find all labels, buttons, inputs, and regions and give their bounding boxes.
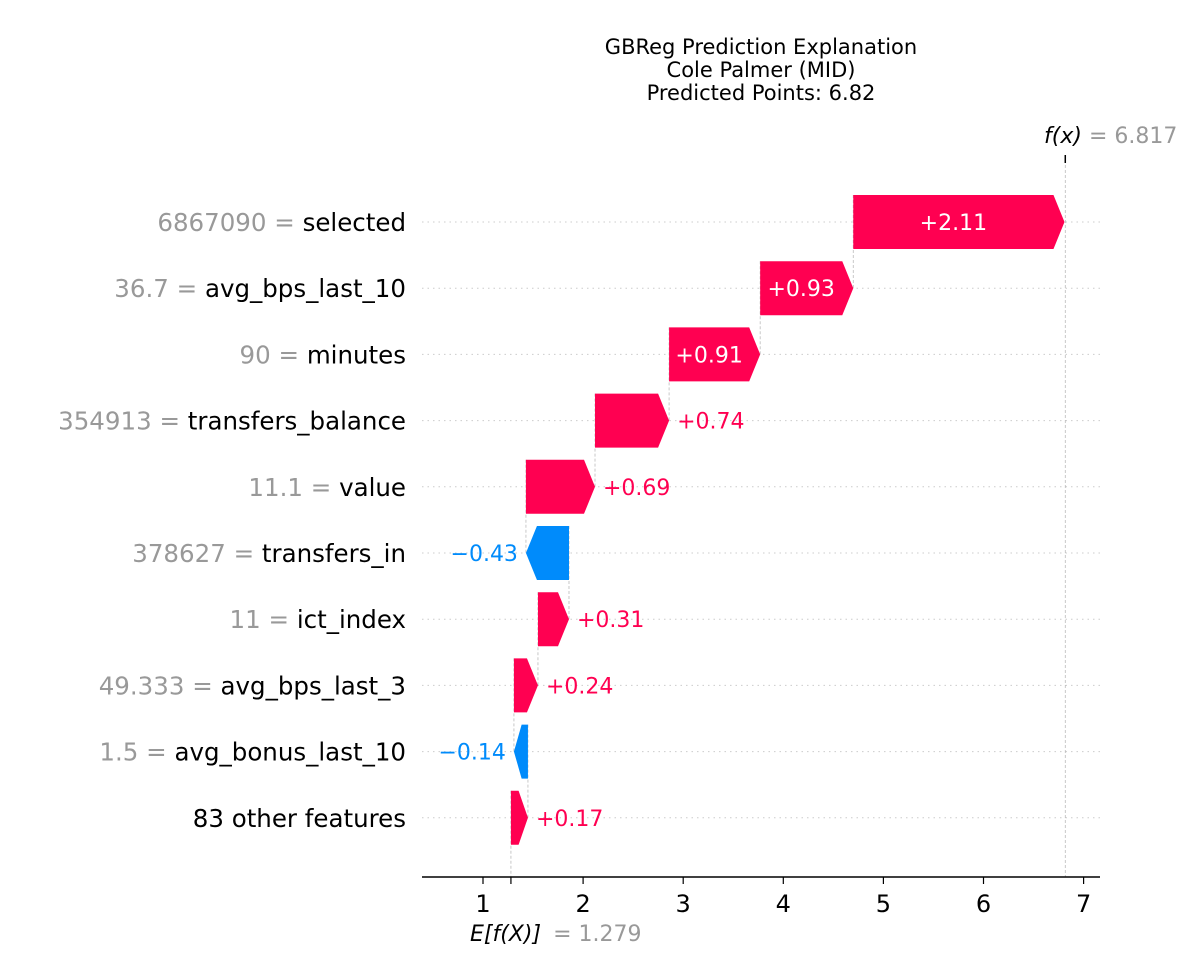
feature-label: 36.7 = avg_bps_last_10 (114, 274, 406, 303)
feature-name: value (339, 473, 406, 502)
feature-label: 11 = ict_index (230, 605, 406, 634)
feature-label: 354913 = transfers_balance (58, 407, 406, 436)
chart-title-line: GBReg Prediction Explanation (605, 35, 917, 59)
chart-title-line: Predicted Points: 6.82 (647, 81, 876, 105)
feature-name: avg_bonus_last_10 (174, 738, 406, 767)
output-value-annotation: f(x) = 6.817 (1044, 124, 1177, 149)
feature-label: 11.1 = value (248, 473, 406, 502)
chart-title-line: Cole Palmer (MID) (667, 58, 856, 82)
data-label: +0.91 (675, 343, 742, 368)
base-value-annotation: E[f(X)] = 1.279 (470, 922, 641, 947)
feature-value: 378627 = (132, 539, 262, 568)
bar-transfers_in (525, 526, 569, 580)
data-label: +0.17 (536, 807, 603, 832)
bar-avg_bonus_last_10 (513, 724, 528, 779)
bar-selected (853, 195, 1065, 249)
data-label: +0.74 (677, 410, 744, 435)
feature-label: 83 other features (193, 804, 406, 833)
feature-value: 11.1 = (248, 473, 339, 502)
annotations: E[f(X)] = 1.279 f(x) = 6.817 (470, 124, 1177, 947)
feature-value: 36.7 = (114, 274, 205, 303)
feature-name: transfers_balance (188, 407, 406, 436)
bar-minutes (669, 327, 761, 382)
feature-name: avg_bps_last_10 (205, 274, 406, 303)
bar-ict_index (537, 592, 569, 647)
feature-name: avg_bps_last_3 (221, 671, 406, 700)
bar-83-other-features (510, 790, 528, 845)
feature-name: ict_index (297, 605, 406, 634)
feature-value: 354913 = (58, 407, 188, 436)
x-tick-label: 6 (976, 890, 991, 918)
feature-name: minutes (307, 340, 406, 369)
feature-label: 49.333 = avg_bps_last_3 (99, 671, 406, 700)
data-label: +0.69 (603, 476, 670, 501)
x-tick-label: 4 (776, 890, 791, 918)
data-label: −0.14 (439, 741, 506, 766)
feature-name: transfers_in (262, 539, 406, 568)
feature-label: 90 = minutes (240, 340, 406, 369)
x-tick-label: 3 (676, 890, 691, 918)
feature-name: 83 other features (193, 804, 406, 833)
feature-label: 6867090 = selected (157, 208, 406, 237)
feature-name: selected (303, 208, 406, 237)
data-label: +0.93 (768, 277, 835, 302)
data-label: +2.11 (920, 211, 987, 236)
x-tick-label: 7 (1076, 890, 1091, 918)
output-value-expr: f(x) (1044, 124, 1082, 149)
feature-value: 1.5 = (99, 738, 174, 767)
bar-transfers_balance (595, 393, 670, 448)
feature-label: 378627 = transfers_in (132, 539, 406, 568)
feature-value: 90 = (240, 340, 307, 369)
x-tick-label: 2 (575, 890, 590, 918)
data-label: −0.43 (451, 542, 518, 567)
output-value-number: = 6.817 (1089, 124, 1177, 149)
x-tick-label: 1 (475, 890, 490, 918)
bar-avg_bps_last_10 (760, 261, 854, 316)
bar-value (525, 459, 596, 514)
bar-avg_bps_last_3 (513, 658, 538, 713)
feature-value: 49.333 = (99, 671, 221, 700)
data-label: +0.31 (577, 608, 644, 633)
base-value-number: = 1.279 (553, 922, 641, 947)
feature-label: 1.5 = avg_bonus_last_10 (99, 738, 406, 767)
feature-value: 11 = (230, 605, 297, 634)
feature-value: 6867090 = (157, 208, 302, 237)
x-axis: 1 2 3 4 5 6 7 (422, 876, 1100, 918)
base-value-expr: E[f(X)] (470, 922, 541, 947)
x-tick-label: 5 (876, 890, 891, 918)
feature-labels: 6867090 = selected 36.7 = avg_bps_last_10… (58, 208, 406, 833)
data-label: +0.24 (546, 674, 613, 699)
bars: +2.11 +0.93 +0.91 +0.74 +0.69 −0.43 +0.31 +0.24… (439, 195, 1065, 845)
